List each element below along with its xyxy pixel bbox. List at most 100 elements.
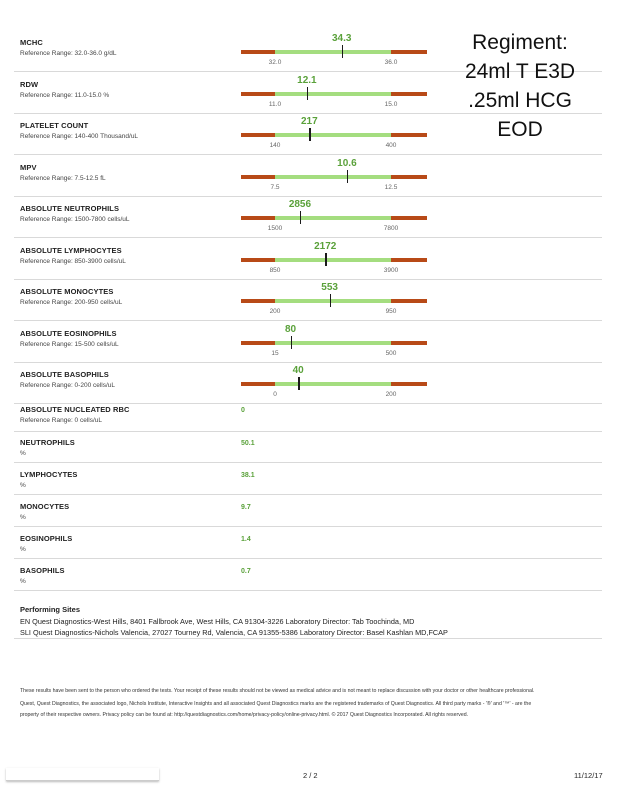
page-number: 2 / 2	[303, 771, 318, 780]
reference-range: Reference Range: 32.0-36.0 g/dL	[20, 50, 117, 57]
test-row: MPV Reference Range: 7.5-12.5 fL 10.6 7.5 12…	[14, 155, 602, 197]
range-bar-high-zone	[391, 340, 427, 345]
range-bar-low-zone	[241, 340, 275, 345]
test-name: ABSOLUTE BASOPHILS	[20, 370, 109, 379]
test-name: ABSOLUTE NEUTROPHILS	[20, 204, 120, 213]
result-marker	[290, 335, 293, 349]
result-value: 2172	[314, 240, 337, 252]
regiment-line: EOD	[497, 118, 543, 141]
range-bar-high-zone	[391, 174, 427, 179]
test-row: PLATELET COUNT Reference Range: 140-400 T…	[14, 113, 602, 155]
result-value: 80	[284, 323, 297, 335]
range-low-label: 32.0	[268, 59, 282, 66]
reference-range: Reference Range: 140-400 Thousand/uL	[20, 133, 139, 140]
range-low-label: 15	[271, 349, 279, 357]
range-bar: 2856 1500 7800	[241, 199, 427, 232]
result-marker	[341, 45, 344, 58]
result-marker	[325, 252, 327, 266]
test-name: MONOCYTES	[20, 502, 70, 511]
range-high-label: 36.0	[384, 59, 398, 66]
result-marker	[299, 211, 302, 224]
result-marker	[329, 294, 332, 307]
regiment-line: 24ml T E3D	[464, 60, 576, 83]
performing-sites-heading: Performing Sites	[20, 605, 81, 614]
range-high-label: 12.5	[384, 183, 398, 191]
page-scroll-indicator[interactable]	[6, 768, 159, 781]
range-bar-low-zone	[241, 50, 275, 54]
test-name: ABSOLUTE NUCLEATED RBC	[20, 405, 130, 414]
result-value: 0.7	[241, 568, 251, 575]
range-bar-high-zone	[391, 382, 427, 386]
result-value: 553	[321, 282, 338, 293]
range-low-label: 11.0	[268, 100, 282, 108]
test-name: MPV	[20, 162, 37, 172]
range-bar-normal-zone	[275, 133, 391, 137]
result-marker	[309, 128, 311, 141]
test-name: NEUTROPHILS	[20, 438, 75, 447]
test-row: RDW Reference Range: 11.0-15.0 % 12.1 11.0 1…	[14, 72, 602, 114]
test-name: ABSOLUTE LYMPHOCYTES	[20, 245, 122, 255]
range-high-label: 7800	[383, 225, 399, 232]
reference-range: Reference Range: 11.0-15.0 %	[20, 91, 110, 99]
range-bar-normal-zone	[275, 50, 391, 54]
range-bar: 10.6 7.5 12.5	[241, 158, 427, 191]
range-bar-normal-zone	[275, 299, 391, 303]
result-value: 40	[292, 365, 304, 376]
result-value: 1.4	[241, 536, 251, 543]
reference-range: Reference Range: 850-3900 cells/uL	[20, 257, 126, 265]
range-low-label: 1500	[267, 225, 283, 232]
footer-trademark: Quest, Quest Diagnostics, the associated…	[20, 701, 532, 707]
result-value: 34.3	[331, 33, 352, 44]
regiment-line: Regiment:	[472, 31, 568, 54]
reference-range: Reference Range: 0-200 cells/uL	[20, 382, 116, 389]
performing-site-line: EN Quest Diagnostics-West Hills, 8401 Fa…	[20, 617, 415, 626]
page-date: 11/12/17	[574, 771, 603, 780]
test-row: ABSOLUTE EOSINOPHILS Reference Range: 15-…	[14, 321, 602, 363]
range-bar-normal-zone	[275, 174, 391, 179]
test-row: BASOPHILS% 0.7	[14, 558, 602, 591]
footer-disclaimer: These results have been sent to the pers…	[20, 688, 535, 694]
range-bar-high-zone	[391, 50, 427, 54]
range-bar: 2172 850 3900	[241, 241, 427, 274]
reference-range: %	[20, 514, 26, 521]
result-marker	[306, 86, 309, 100]
test-row: MONOCYTES% 9.7	[14, 494, 602, 527]
performing-site-line: SLI Quest Diagnostics-Nichols Valencia, …	[20, 628, 448, 637]
range-bar-high-zone	[391, 216, 427, 220]
range-high-label: 500	[385, 349, 397, 357]
test-row: ABSOLUTE NUCLEATED RBC Reference Range: 0…	[14, 397, 602, 432]
range-high-label: 950	[385, 308, 397, 315]
range-low-label: 850	[269, 266, 281, 274]
regiment-note: Regiment: 24ml T E3D .25ml HCG EOD	[455, 28, 585, 144]
range-low-label: 200	[269, 308, 281, 315]
test-name: LYMPHOCYTES	[20, 470, 78, 479]
range-bar-low-zone	[241, 382, 275, 386]
test-name: RDW	[20, 79, 39, 89]
test-name: PLATELET COUNT	[20, 121, 89, 130]
range-bar-high-zone	[391, 133, 427, 137]
test-name: ABSOLUTE MONOCYTES	[20, 287, 114, 296]
result-value: 12.1	[297, 74, 317, 86]
range-low-label: 140	[269, 142, 281, 149]
range-bar-normal-zone	[275, 257, 391, 262]
range-bar: 12.1 11.0 15.0	[241, 75, 427, 108]
footer-privacy: property of their respective owners. Pri…	[20, 712, 469, 718]
range-low-label: 0	[273, 391, 277, 398]
test-row: ABSOLUTE NEUTROPHILS Reference Range: 150…	[14, 196, 602, 238]
result-marker	[346, 169, 349, 183]
range-bar-high-zone	[391, 257, 427, 262]
range-bar: 217 140 400	[241, 116, 427, 149]
range-high-label: 400	[385, 142, 397, 149]
range-bar: 34.3 32.0 36.0	[241, 33, 427, 66]
reference-range: Reference Range: 0 cells/uL	[20, 417, 103, 424]
test-row: ABSOLUTE BASOPHILS Reference Range: 0-200…	[14, 362, 602, 404]
reference-range: %	[20, 546, 26, 553]
range-bar-high-zone	[391, 299, 427, 303]
reference-range: %	[20, 482, 26, 489]
range-high-label: 200	[385, 391, 397, 398]
result-value: 50.1	[241, 440, 255, 447]
range-low-label: 7.5	[270, 183, 280, 191]
range-bar-low-zone	[241, 299, 275, 303]
range-bar: 553 200 950	[241, 282, 427, 315]
result-value: 217	[300, 116, 318, 127]
